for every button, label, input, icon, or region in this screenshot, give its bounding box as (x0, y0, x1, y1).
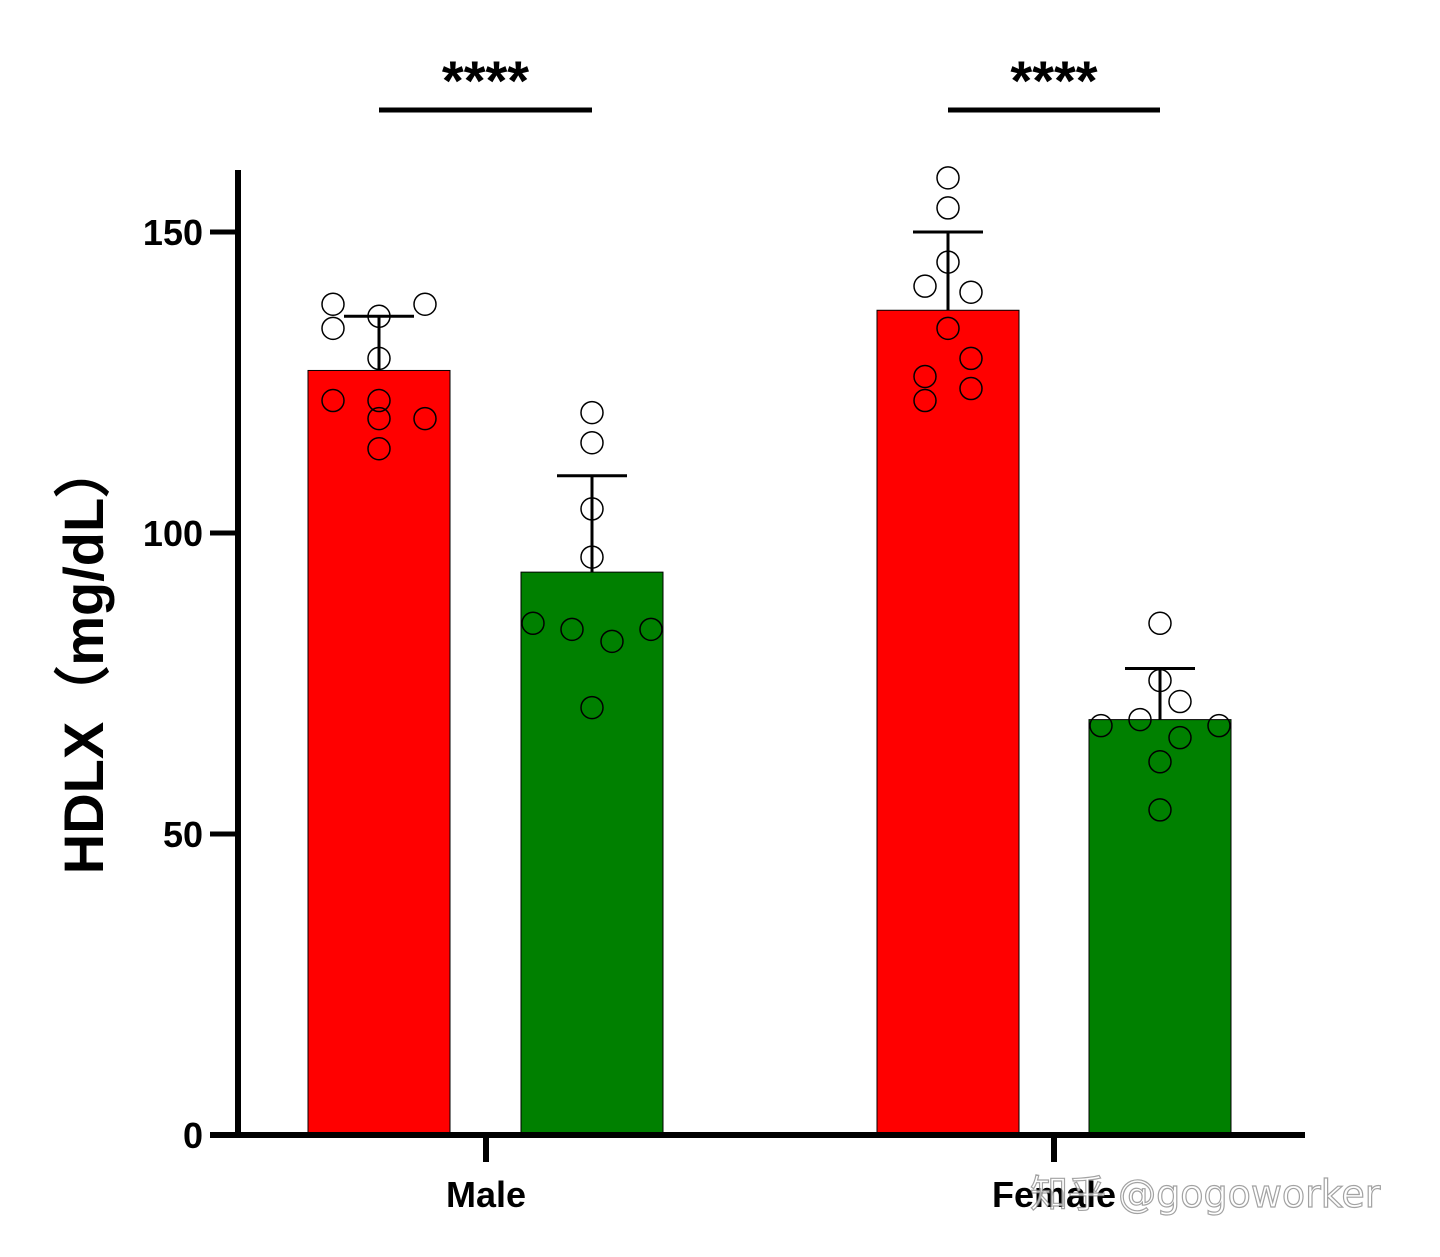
data-point (1148, 798, 1172, 822)
data-point (1148, 611, 1172, 636)
data-point (936, 166, 960, 190)
data-point (913, 388, 937, 413)
data-point (1148, 750, 1172, 774)
significance-label: **** (442, 49, 529, 112)
data-point (1148, 668, 1172, 693)
bar-green-female (1088, 719, 1232, 1136)
data-point (367, 388, 391, 413)
data-point (1207, 713, 1231, 738)
data-point (367, 406, 391, 431)
error-bars-layer (344, 230, 1195, 720)
data-point (936, 250, 960, 274)
data-point (959, 280, 983, 304)
y-axis-title: HDLX（mg/dL） (52, 442, 115, 874)
data-point (959, 346, 983, 371)
data-point (580, 695, 604, 720)
data-point (367, 304, 391, 329)
y-tick-label: 100 (143, 513, 203, 554)
data-point (580, 430, 604, 455)
data-point (580, 545, 604, 569)
x-tick-label-female: Female (992, 1174, 1116, 1215)
watermark: 知乎 @gogoworker (1030, 1172, 1381, 1216)
y-tick-label: 150 (143, 212, 203, 253)
data-point (639, 617, 663, 642)
y-tick-label: 0 (183, 1115, 203, 1156)
data-point (1128, 707, 1152, 732)
data-point (1089, 713, 1113, 738)
bar-red-male (307, 369, 451, 1136)
bar-red-female (876, 309, 1020, 1136)
data-point (367, 346, 391, 371)
data-point (413, 406, 437, 431)
significance-layer: **** **** (379, 49, 1160, 113)
data-point (913, 364, 937, 389)
data-point (580, 400, 604, 425)
data-points-layer (321, 166, 1231, 822)
data-point (321, 292, 345, 316)
significance-label: **** (1010, 49, 1097, 112)
data-point (1168, 689, 1192, 714)
data-point (580, 497, 604, 521)
data-point (560, 617, 584, 642)
data-point (936, 196, 960, 220)
data-point (936, 316, 960, 341)
y-tick-label: 50 (163, 814, 203, 855)
bar-green-male (520, 571, 664, 1136)
bars-layer (307, 309, 1232, 1136)
x-tick-label-male: Male (446, 1174, 526, 1215)
axes-layer (210, 170, 1305, 1162)
data-point (600, 629, 624, 654)
data-point (1168, 725, 1192, 750)
data-point (959, 376, 983, 401)
data-point (321, 388, 345, 413)
data-point (913, 274, 937, 298)
labels-layer: 0 50 100 150 Male Female (143, 212, 1116, 1215)
data-point (413, 292, 437, 316)
data-point (367, 436, 391, 461)
data-point (321, 316, 345, 341)
data-point (521, 611, 545, 636)
